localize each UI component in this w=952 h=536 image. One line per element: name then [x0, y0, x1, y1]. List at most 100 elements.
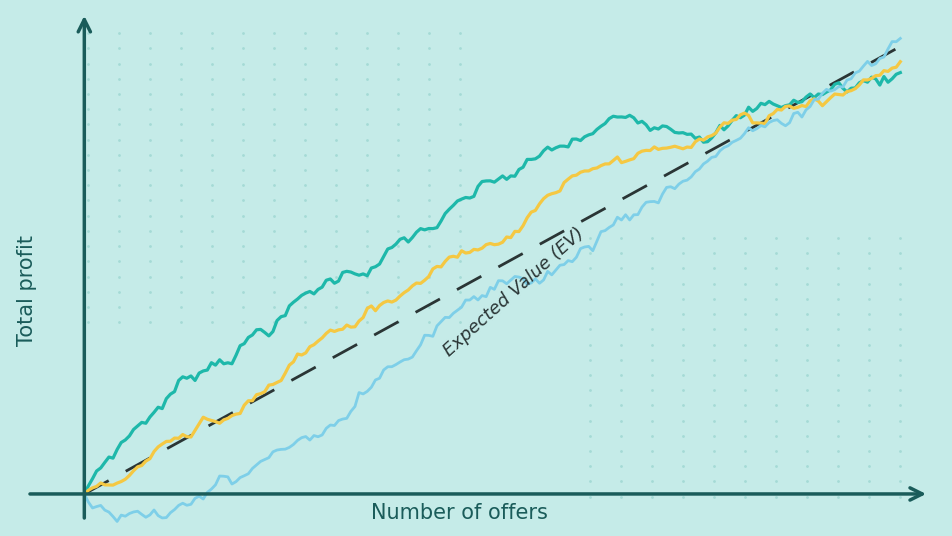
Point	[236, 105, 251, 114]
Point	[706, 477, 722, 486]
Point	[236, 120, 251, 129]
Point	[111, 151, 127, 159]
Point	[205, 303, 220, 311]
Point	[768, 386, 783, 394]
Point	[645, 279, 660, 288]
Point	[205, 318, 220, 326]
Point	[768, 371, 783, 379]
Point	[706, 431, 722, 440]
Point	[862, 371, 877, 379]
Point	[236, 287, 251, 296]
Point	[328, 59, 344, 68]
Point	[645, 477, 660, 486]
Point	[205, 211, 220, 220]
Point	[143, 287, 158, 296]
Point	[422, 29, 437, 38]
Point	[111, 257, 127, 265]
Point	[81, 196, 96, 205]
Point	[676, 493, 691, 501]
Point	[831, 295, 846, 303]
Point	[453, 44, 468, 53]
Point	[422, 272, 437, 281]
Point	[422, 166, 437, 174]
Point	[267, 242, 282, 250]
Point	[422, 105, 437, 114]
Point	[862, 325, 877, 333]
Point	[453, 151, 468, 159]
Point	[328, 105, 344, 114]
Point	[81, 272, 96, 281]
Point	[205, 151, 220, 159]
Point	[267, 166, 282, 174]
Point	[893, 416, 908, 425]
Point	[800, 371, 815, 379]
Point	[81, 90, 96, 98]
Point	[328, 287, 344, 296]
Point	[205, 105, 220, 114]
Point	[298, 257, 313, 265]
Point	[583, 446, 598, 455]
Point	[174, 151, 189, 159]
Point	[706, 325, 722, 333]
Point	[81, 181, 96, 190]
Point	[645, 446, 660, 455]
Point	[111, 166, 127, 174]
Point	[676, 234, 691, 242]
Point	[143, 90, 158, 98]
Point	[676, 477, 691, 486]
Point	[738, 355, 753, 364]
Point	[706, 340, 722, 349]
Point	[143, 227, 158, 235]
Point	[831, 355, 846, 364]
Point	[205, 135, 220, 144]
Point	[768, 446, 783, 455]
Point	[893, 371, 908, 379]
Point	[205, 242, 220, 250]
Point	[831, 462, 846, 471]
Point	[768, 431, 783, 440]
Point	[328, 257, 344, 265]
Point	[236, 29, 251, 38]
Point	[676, 340, 691, 349]
Point	[831, 477, 846, 486]
Point	[81, 44, 96, 53]
Point	[205, 272, 220, 281]
Point	[236, 227, 251, 235]
Point	[831, 279, 846, 288]
Point	[453, 303, 468, 311]
Point	[831, 310, 846, 318]
Point	[831, 386, 846, 394]
Point	[205, 166, 220, 174]
Point	[893, 325, 908, 333]
Point	[236, 75, 251, 83]
Point	[236, 151, 251, 159]
Point	[645, 371, 660, 379]
Point	[422, 120, 437, 129]
Point	[267, 120, 282, 129]
Point	[453, 242, 468, 250]
Point	[360, 227, 375, 235]
Point	[143, 196, 158, 205]
Point	[143, 105, 158, 114]
Point	[111, 90, 127, 98]
Point	[81, 303, 96, 311]
Point	[391, 166, 407, 174]
Point	[614, 325, 629, 333]
Point	[360, 318, 375, 326]
Point	[422, 287, 437, 296]
Point	[81, 135, 96, 144]
Point	[360, 287, 375, 296]
Point	[583, 325, 598, 333]
Point	[81, 105, 96, 114]
Point	[236, 211, 251, 220]
Point	[205, 59, 220, 68]
Point	[706, 249, 722, 257]
Point	[862, 279, 877, 288]
Point	[422, 75, 437, 83]
Point	[831, 264, 846, 273]
Point	[583, 264, 598, 273]
Point	[738, 401, 753, 410]
Point	[174, 196, 189, 205]
Point	[298, 196, 313, 205]
Point	[298, 318, 313, 326]
